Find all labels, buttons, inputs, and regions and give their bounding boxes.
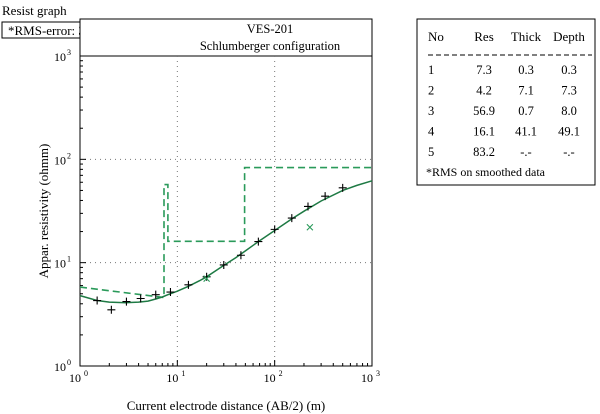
table-cell: 16.1: [473, 125, 495, 139]
data-point: [122, 297, 131, 306]
layer-model-line: [79, 166, 372, 299]
y-tick-exponent: 1: [67, 255, 71, 264]
y-tick-label: 10: [54, 360, 66, 374]
table-cell: 4: [428, 125, 435, 139]
outlier-point: [203, 275, 211, 283]
data-point: [321, 192, 330, 201]
y-axis-label: Appar. resistivity (ohmm): [36, 144, 51, 279]
data-point: [219, 260, 228, 269]
data-point: [338, 183, 347, 192]
table-cell: -.-: [563, 145, 574, 159]
table-cell: 83.2: [473, 145, 495, 159]
table-cell: 56.9: [473, 104, 495, 118]
x-tick-exponent: 0: [84, 369, 88, 378]
table-header-cell: Res: [474, 29, 494, 44]
table-cell: -.-: [520, 145, 531, 159]
y-tick-exponent: 3: [67, 48, 71, 57]
outlier-point: [306, 223, 314, 231]
table-header-cell: Depth: [553, 29, 585, 44]
y-tick-exponent: 0: [67, 358, 71, 367]
table-body: 1 7.3 0.3 0.3 2 4.2 7.1 7.3 3 56.9 0.7 8.0 4 16.1 41.1…: [428, 63, 580, 159]
chart-header-box: [79, 18, 373, 57]
table-header: No Res Thick Depth: [428, 29, 585, 44]
data-point: [236, 251, 245, 260]
x-tick-label: 10: [166, 371, 178, 385]
table-cell: 41.1: [515, 125, 537, 139]
data-point: [136, 294, 145, 303]
x-tick-label: 10: [361, 371, 373, 385]
table-cell: 5: [428, 145, 434, 159]
x-tick-exponent: 2: [279, 369, 283, 378]
window-title: Resist graph: [2, 3, 67, 18]
outlier-points-group: [203, 223, 314, 283]
table-header-cell: No: [428, 29, 444, 44]
data-point: [254, 237, 263, 246]
x-tick-exponent: 3: [376, 369, 380, 378]
x-tick-exponent: 1: [181, 369, 185, 378]
data-point: [202, 272, 211, 281]
table-cell: 7.3: [476, 63, 492, 77]
table-cell: 49.1: [558, 125, 580, 139]
y-tick-exponent: 2: [67, 151, 71, 160]
rms-error-label: *RMS-error: 3.3: [8, 23, 95, 38]
chart-title: VES-201: [247, 22, 294, 36]
table-footnote: *RMS on smoothed data: [426, 165, 546, 179]
y-tick-label: 10: [54, 153, 66, 167]
data-point: [151, 290, 160, 299]
table-cell: 0.7: [518, 104, 534, 118]
y-tick-label: 10: [54, 50, 66, 64]
results-table: [416, 18, 596, 186]
x-axis-label: Current electrode distance (AB/2) (m): [127, 398, 326, 413]
x-tick-label: 10: [264, 371, 276, 385]
table-cell: 8.0: [561, 104, 577, 118]
table-cell: 7.1: [518, 84, 534, 98]
x-tick-labels: 10 0 10 1 10 2 10 3: [69, 360, 380, 385]
plot-area: [79, 55, 373, 367]
table-cell: 1: [428, 63, 434, 77]
data-point: [93, 296, 102, 305]
data-point: [287, 214, 296, 223]
table-cell: 2: [428, 84, 434, 98]
table-header-cell: Thick: [511, 29, 542, 44]
y-tick-label: 10: [54, 257, 66, 271]
table-cell: 3: [428, 104, 434, 118]
data-point: [107, 305, 116, 314]
table-cell: 0.3: [518, 63, 534, 77]
chart-subtitle: Schlumberger configuration: [200, 39, 341, 53]
table-cell: 4.2: [476, 84, 492, 98]
x-tick-label: 10: [69, 371, 81, 385]
measured-points-group: [93, 183, 347, 314]
data-point: [270, 225, 279, 234]
table-cell: 0.3: [561, 63, 577, 77]
data-point: [184, 280, 193, 289]
table-cell: 7.3: [561, 84, 577, 98]
data-point: [303, 202, 312, 211]
data-point: [166, 288, 175, 297]
grid-lines: [80, 56, 372, 366]
layer-model-group: [79, 166, 372, 299]
